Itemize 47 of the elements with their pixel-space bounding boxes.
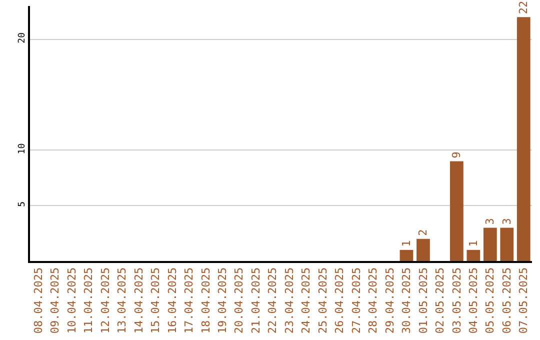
data-label: 1: [400, 240, 413, 247]
bar: [516, 17, 530, 261]
data-label: 9: [450, 152, 464, 158]
bar: [400, 250, 414, 261]
x-tick-label: 20.04.2025: [232, 267, 246, 334]
x-tick-label: 28.04.2025: [366, 267, 380, 334]
x-tick-label: 04.05.2025: [467, 267, 480, 334]
x-tick-label: 23.04.2025: [282, 267, 296, 334]
bar: [483, 228, 497, 261]
x-tick-label: 12.04.2025: [98, 267, 112, 334]
x-tick-label: 25.04.2025: [316, 267, 330, 334]
x-tick-label: 22.04.2025: [266, 267, 280, 334]
x-tick-label: 11.04.2025: [82, 267, 96, 334]
x-tick-label: 17.04.2025: [182, 267, 196, 334]
x-tick-label: 07.05.2025: [517, 267, 530, 334]
bar: [466, 250, 480, 261]
x-tick-label: 05.05.2025: [484, 267, 497, 334]
x-tick-label: 21.04.2025: [249, 267, 262, 334]
bar: [416, 238, 430, 261]
x-tick-label: 27.04.2025: [350, 267, 363, 334]
bar: [500, 228, 514, 261]
x-tick-label: 09.04.2025: [48, 267, 62, 334]
x-tick-label: 10.04.2025: [65, 267, 78, 334]
data-label: 1: [466, 240, 480, 247]
x-tick-label: 01.05.2025: [416, 267, 430, 334]
x-tick-label: 03.05.2025: [450, 267, 464, 334]
y-tick-label: 20: [17, 32, 28, 44]
data-label: 2: [416, 229, 430, 236]
x-tick-label: 16.04.2025: [166, 267, 179, 334]
x-tick-label: 18.04.2025: [199, 267, 212, 334]
x-tick-label: 19.04.2025: [216, 267, 230, 334]
x-tick-label: 26.04.2025: [333, 267, 346, 334]
data-label: 22: [517, 0, 530, 14]
y-tick-label: 10: [17, 143, 28, 154]
x-tick-label: 29.04.2025: [383, 267, 396, 334]
x-tick-label: 24.04.2025: [300, 267, 313, 334]
y-tick-label: 5: [17, 202, 28, 207]
x-tick-label: 02.05.2025: [434, 267, 447, 334]
x-tick-label: 08.04.2025: [32, 267, 45, 334]
bar: [450, 161, 464, 261]
data-label: 3: [500, 218, 514, 225]
x-tick-label: 14.04.2025: [132, 267, 146, 334]
x-tick-label: 30.04.2025: [400, 267, 414, 334]
x-tick-label: 06.05.2025: [500, 267, 514, 334]
x-tick-label: 15.04.2025: [149, 267, 162, 334]
data-label: 3: [484, 218, 497, 225]
x-tick-label: 13.04.2025: [116, 267, 129, 334]
